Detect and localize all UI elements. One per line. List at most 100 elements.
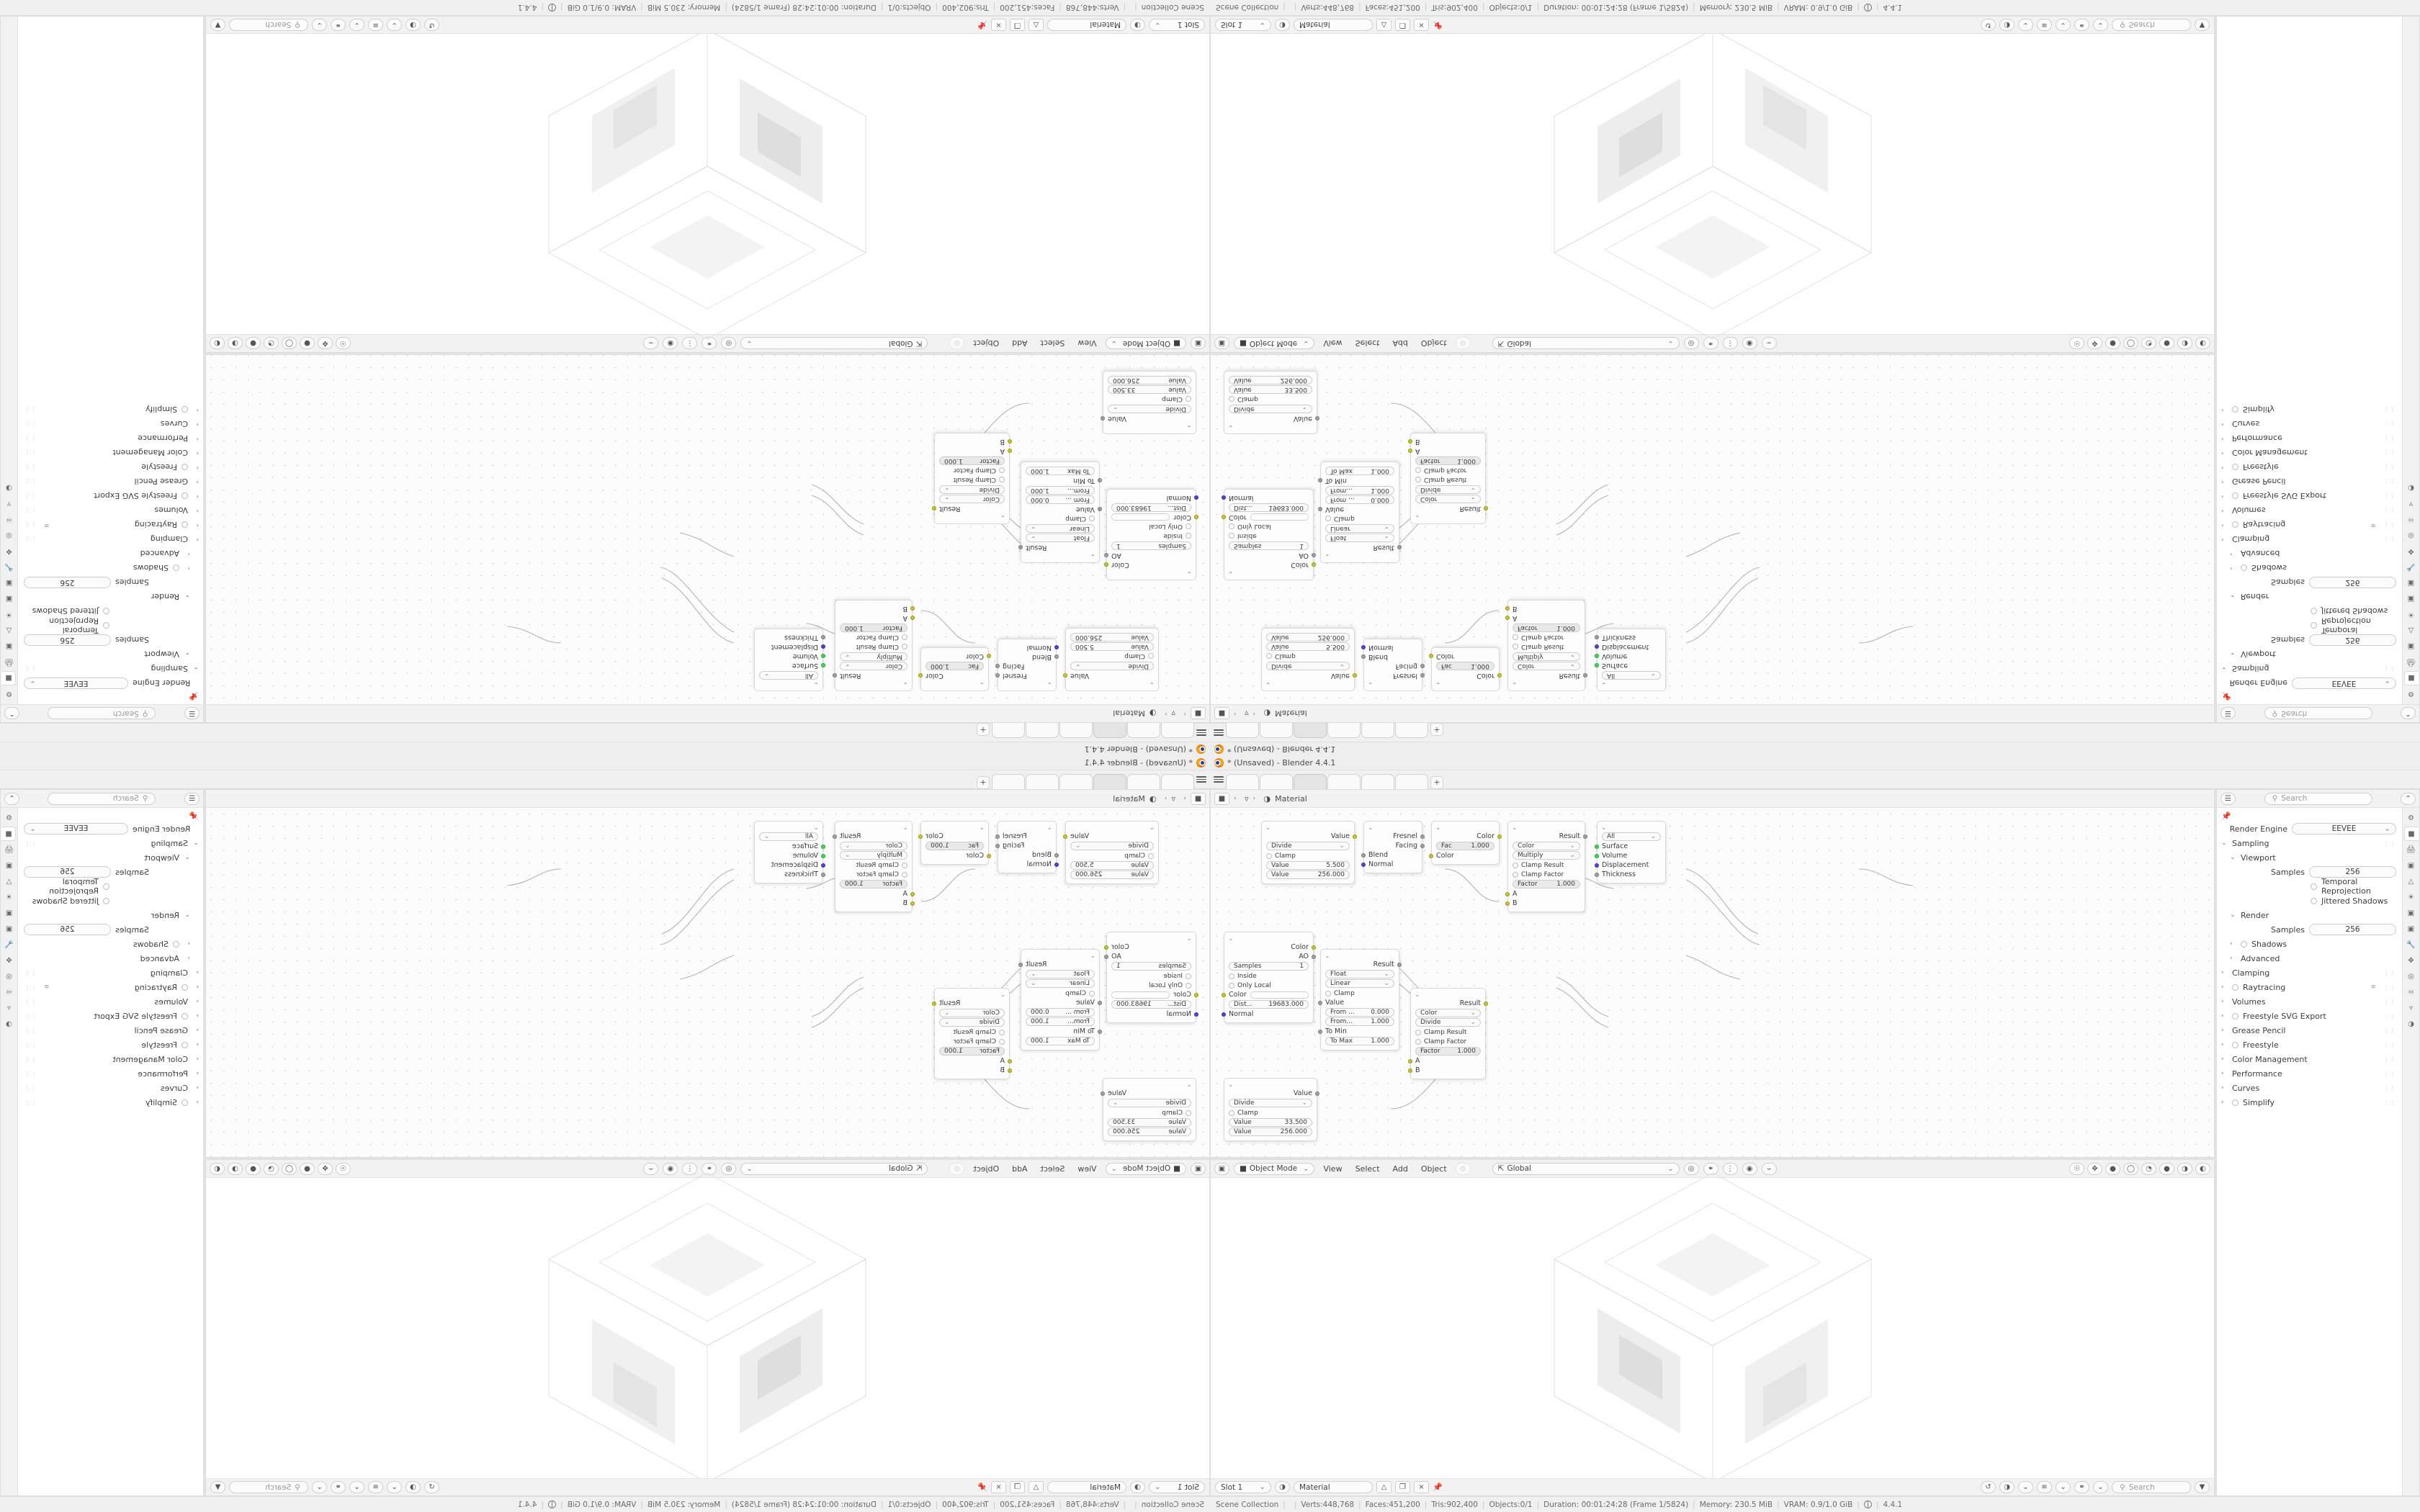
interpolation-dropdown[interactable]: Linear bbox=[1325, 524, 1394, 533]
fractal-cube-object[interactable] bbox=[1533, 16, 1893, 353]
factor-field[interactable]: Factor 1.000 bbox=[1512, 624, 1580, 632]
hamburger-menu-icon[interactable] bbox=[1213, 728, 1224, 738]
clamp-checkbox[interactable]: Clamp bbox=[1021, 514, 1099, 523]
xray-icon[interactable]: ◯ bbox=[282, 1162, 297, 1175]
shading-wireframe-icon[interactable]: ◔ bbox=[2141, 337, 2156, 350]
node-ambient-occlusion[interactable]: Color AO Samples 1 bbox=[1222, 932, 1316, 1023]
network-globe-icon[interactable] bbox=[548, 1500, 557, 1508]
properties-tab-constraints[interactable]: ♾ bbox=[2408, 516, 2414, 524]
render-engine-dropdown[interactable]: EEVEE bbox=[2292, 678, 2396, 689]
input-socket-b[interactable] bbox=[1408, 1068, 1412, 1073]
node-map-range[interactable]: Result Float Linear Clamp Val bbox=[1018, 462, 1102, 563]
material-sphere-icon[interactable]: ◑ bbox=[1263, 793, 1271, 804]
panel-curves[interactable]: › Curves ⋮⋮ bbox=[2217, 417, 2402, 431]
checkbox-icon[interactable] bbox=[2311, 883, 2317, 890]
datatype-dropdown[interactable]: Color bbox=[1512, 662, 1580, 670]
node-mix-multiply[interactable]: Result Color Multiply Clamp Result bbox=[1505, 821, 1587, 912]
input-socket-2[interactable] bbox=[1361, 645, 1366, 650]
input-socket-volume[interactable] bbox=[821, 853, 825, 858]
panel-raytracing[interactable]: › Raytracing ≡ ⋮⋮ bbox=[2217, 980, 2402, 994]
value-field-1[interactable]: Value 5.500 bbox=[1070, 642, 1154, 651]
menu-add[interactable]: Add bbox=[1392, 1164, 1408, 1174]
target-dropdown[interactable]: All bbox=[759, 671, 818, 680]
value-field-1[interactable]: Value 5.500 bbox=[1070, 861, 1154, 870]
properties-tab-modifiers[interactable]: 🔧 bbox=[2406, 940, 2416, 949]
node-header[interactable] bbox=[1066, 680, 1158, 688]
node-header[interactable] bbox=[998, 680, 1056, 688]
gizmo-icon[interactable]: ✥ bbox=[2087, 337, 2102, 350]
material-slot-dropdown[interactable]: Slot 1 bbox=[1149, 19, 1205, 31]
node-math-divide-bottom[interactable]: Value Divide Clamp Value 33.500 bbox=[1224, 371, 1319, 434]
input-socket[interactable] bbox=[1054, 852, 1059, 858]
panel-viewport[interactable]: ⌄ Viewport bbox=[2217, 850, 2402, 865]
input-socket-normal[interactable] bbox=[1194, 495, 1198, 500]
panel-shadows[interactable]: › Shadows bbox=[18, 937, 203, 951]
panel-clamping[interactable]: › Clamping ⋮⋮ bbox=[2217, 532, 2402, 546]
checkbox-icon-2[interactable] bbox=[1186, 982, 1191, 989]
undo-history-icon[interactable]: ↺ bbox=[1981, 19, 1996, 31]
input-socket-thickness[interactable] bbox=[821, 872, 825, 877]
clamp-result-checkbox[interactable]: Clamp Result bbox=[1508, 860, 1585, 870]
output-socket[interactable] bbox=[918, 673, 923, 678]
xray-icon[interactable]: ◯ bbox=[2123, 337, 2138, 350]
add-workspace-button[interactable]: + bbox=[1430, 723, 1443, 737]
editor-type-properties-icon[interactable]: ☰ bbox=[184, 707, 200, 720]
checkbox-icon[interactable] bbox=[182, 406, 188, 413]
temporal-reprojection-row[interactable]: Temporal Reprojection bbox=[18, 616, 203, 635]
input-socket-surface[interactable] bbox=[821, 663, 825, 668]
proportional-node-icon[interactable]: ⚭ bbox=[331, 1481, 346, 1493]
blendmode-dropdown[interactable]: Multiply bbox=[1512, 851, 1580, 860]
output-socket[interactable] bbox=[1353, 834, 1357, 839]
node-canvas[interactable]: Value Divide Clamp Value 5.500 bbox=[206, 808, 1209, 1157]
panel-grip[interactable]: ⋮⋮ bbox=[24, 478, 37, 485]
viewport-samples-row[interactable]: Samples 256 bbox=[2217, 633, 2402, 647]
panel-grip[interactable]: ⋮⋮ bbox=[24, 1070, 37, 1077]
viewport-samples-row[interactable]: Samples 256 bbox=[18, 865, 203, 879]
panel-sampling[interactable]: ⌄ Sampling ⋮⋮ bbox=[2217, 836, 2402, 850]
panel-grease-pencil[interactable]: › Grease Pencil ⋮⋮ bbox=[18, 1023, 203, 1038]
output-socket[interactable] bbox=[1353, 673, 1357, 678]
panel-grip[interactable]: ⋮⋮ bbox=[24, 464, 37, 471]
value-field-2[interactable]: Value 256.000 bbox=[1229, 376, 1312, 384]
checkbox-icon[interactable] bbox=[1229, 1110, 1234, 1116]
node-mix-fac[interactable]: Color Fac 1.000 Color bbox=[918, 821, 991, 865]
panel-curves[interactable]: › Curves ⋮⋮ bbox=[18, 417, 203, 431]
menu-object[interactable]: Object bbox=[973, 338, 1000, 348]
node-header[interactable] bbox=[1321, 552, 1399, 560]
viewport-canvas[interactable] bbox=[206, 1172, 1209, 1483]
properties-tab-world[interactable]: ☀ bbox=[2408, 893, 2414, 901]
node-header[interactable] bbox=[755, 824, 823, 832]
render-samples-field[interactable]: 256 bbox=[24, 924, 111, 935]
fractal-cube-object[interactable] bbox=[528, 16, 888, 353]
input-socket-value[interactable] bbox=[1318, 507, 1322, 512]
jittered-shadows-row[interactable]: Jittered Shadows bbox=[18, 894, 203, 908]
node-header[interactable] bbox=[921, 680, 988, 688]
node-header[interactable] bbox=[1107, 570, 1196, 577]
blendmode-dropdown[interactable]: Divide bbox=[1415, 1018, 1481, 1027]
checkbox-icon-2[interactable] bbox=[1229, 982, 1234, 989]
render-samples-row[interactable]: Samples 256 bbox=[2217, 575, 2402, 590]
properties-tab-object-data[interactable]: ▿ bbox=[2408, 500, 2414, 508]
checkbox-icon-2[interactable] bbox=[1415, 1038, 1421, 1045]
blendmode-dropdown[interactable]: Multiply bbox=[1512, 652, 1580, 661]
shading-solid-icon[interactable]: ● bbox=[246, 337, 261, 350]
viewport-samples-field[interactable]: 256 bbox=[2309, 866, 2396, 878]
properties-tab-scene[interactable]: △ bbox=[6, 877, 12, 886]
node-material-output[interactable]: All Surface Volume Displac bbox=[754, 629, 825, 691]
material-sphere-icon[interactable]: ◑ bbox=[1149, 708, 1157, 719]
render-engine-dropdown[interactable]: EEVEE bbox=[2292, 823, 2396, 834]
preset-list-icon[interactable]: ≡ bbox=[44, 984, 50, 991]
node-mix-fac[interactable]: Color Fac 1.000 Color bbox=[1429, 647, 1502, 691]
object-context-icon[interactable]: ◎ bbox=[949, 337, 965, 350]
editor-type-properties-icon[interactable]: ☰ bbox=[2220, 707, 2236, 720]
workspace-tab-1[interactable] bbox=[1260, 723, 1293, 739]
editor-type-3dviewport-icon[interactable]: ▣ bbox=[1214, 1162, 1229, 1175]
inside-checkbox[interactable]: Inside bbox=[1107, 971, 1196, 981]
chevron-up-icon[interactable]: ⌃ bbox=[2401, 707, 2416, 720]
clamp-result-checkbox[interactable]: Clamp Result bbox=[935, 1027, 1009, 1037]
node-math-divide-bottom[interactable]: Value Divide Clamp Value 33.500 bbox=[1224, 1078, 1319, 1141]
shading-solid-icon[interactable]: ● bbox=[246, 1162, 261, 1175]
viewport-canvas[interactable] bbox=[206, 29, 1209, 340]
panel-grip[interactable]: ⋮⋮ bbox=[24, 420, 37, 428]
input-socket[interactable] bbox=[1361, 852, 1366, 858]
